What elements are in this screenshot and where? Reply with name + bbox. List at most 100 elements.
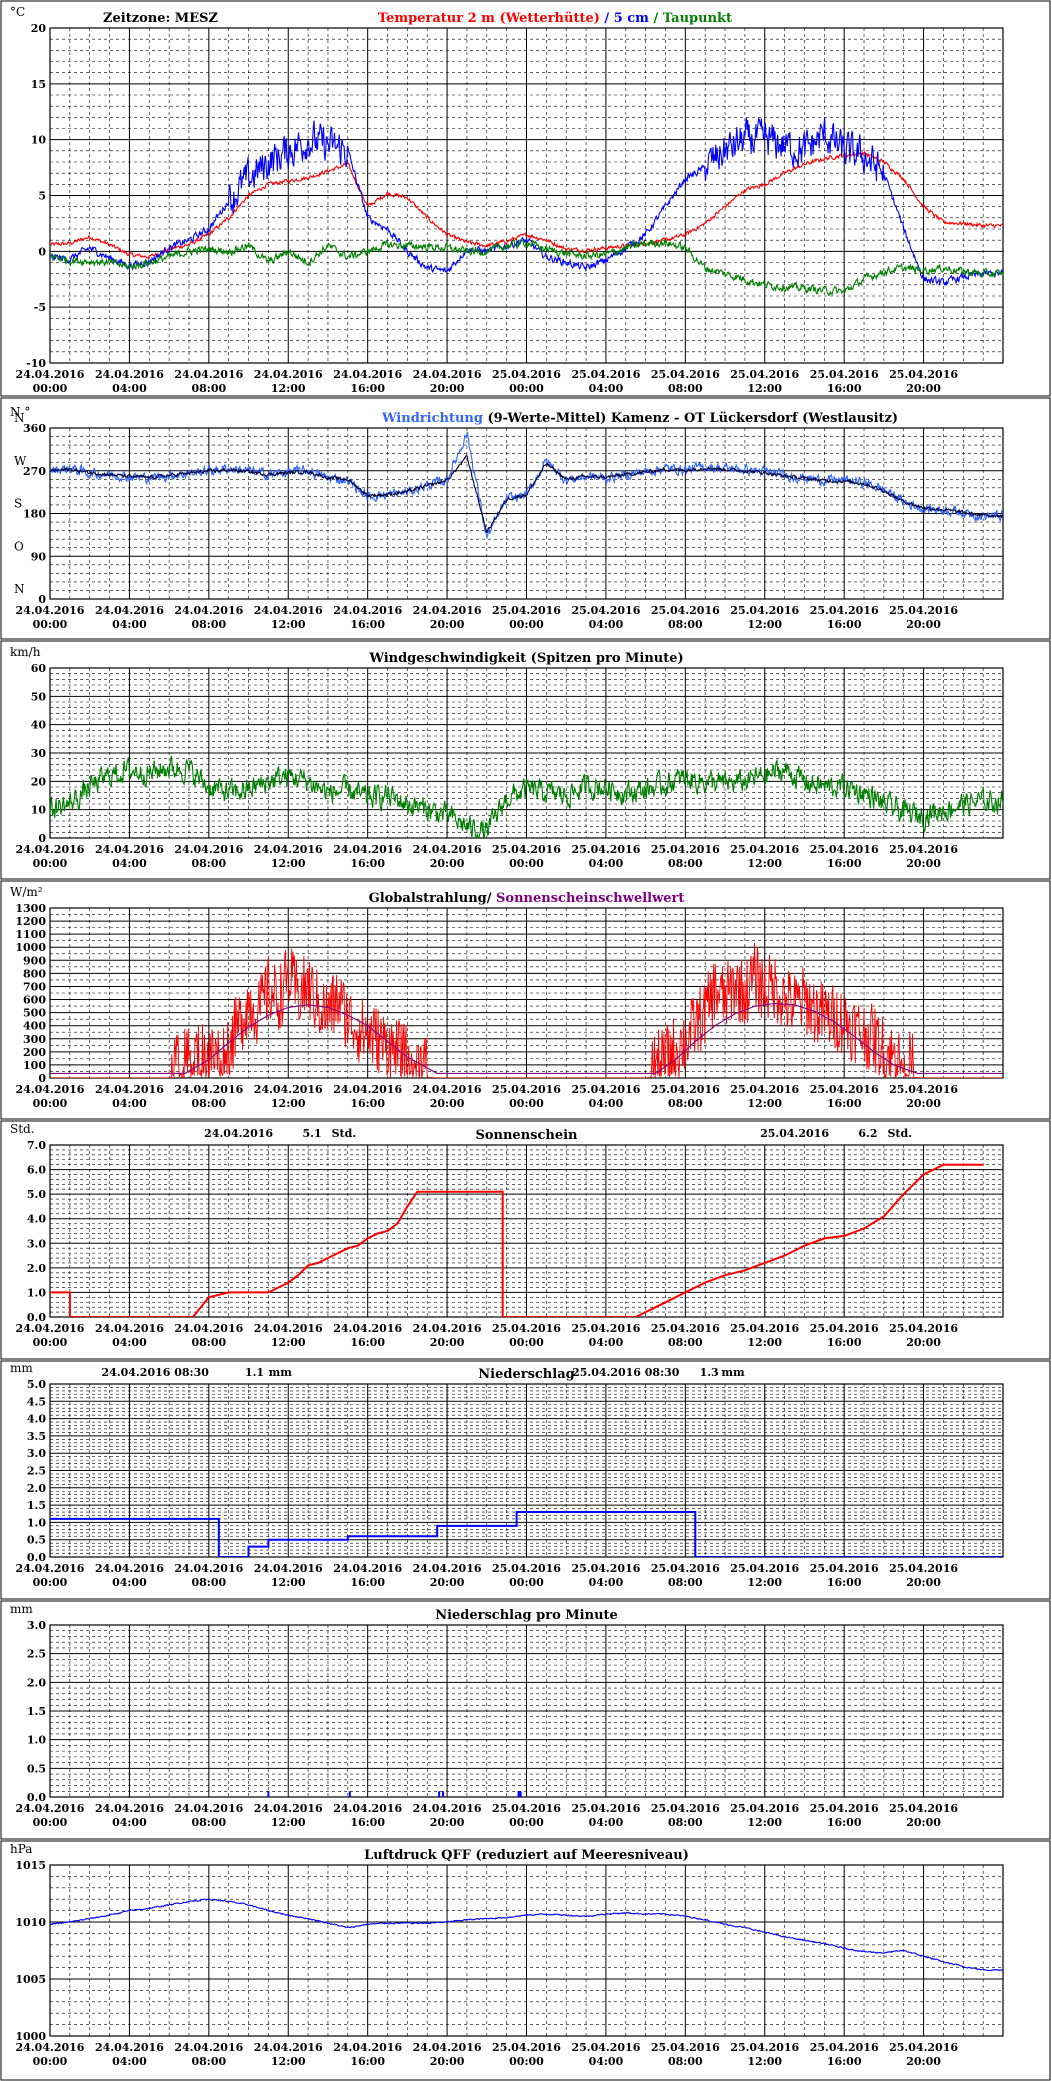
x-tick-time: 12:00 <box>747 2055 782 2068</box>
x-tick-date: 25.04.2016 <box>730 843 799 856</box>
panel-border <box>0 1360 1051 1600</box>
x-tick-date: 24.04.2016 <box>254 1083 323 1096</box>
x-tick-date: 24.04.2016 <box>254 368 323 381</box>
y-tick-label: 1015 <box>15 1859 46 1872</box>
y-tick-label: 1.0 <box>27 1734 46 1747</box>
panel-global_radiation: 0100200300400500600700800900100011001200… <box>0 880 1051 1120</box>
y-tick-label: 360 <box>23 422 46 435</box>
x-tick-time: 20:00 <box>906 1816 941 1829</box>
x-tick-date: 24.04.2016 <box>174 1802 243 1815</box>
y-tick-label: 1.5 <box>27 1499 46 1512</box>
info-value: 25.04.2016 <box>760 1127 829 1140</box>
x-tick-time: 12:00 <box>747 857 782 870</box>
y-tick-label: 2.0 <box>27 1676 46 1689</box>
x-tick-time: 00:00 <box>33 1097 68 1110</box>
panel-title: Luftdruck QFF (reduziert auf Meeresnivea… <box>364 1848 689 1863</box>
x-tick-time: 08:00 <box>668 1816 703 1829</box>
x-tick-time: 16:00 <box>350 1097 385 1110</box>
panel-title: Globalstrahlung/ Sonnenscheinschwellwert <box>369 891 685 906</box>
plot-frame <box>49 667 1004 839</box>
x-tick-time: 08:00 <box>668 1097 703 1110</box>
y-tick-label: 1200 <box>15 915 46 928</box>
y-tick-label: 5.0 <box>27 1188 46 1201</box>
x-tick-time: 04:00 <box>112 618 147 631</box>
x-tick-date: 24.04.2016 <box>16 1083 85 1096</box>
compass-label: N <box>14 411 25 425</box>
x-tick-date: 25.04.2016 <box>810 368 879 381</box>
panel-border <box>0 397 1051 640</box>
x-tick-time: 00:00 <box>509 1816 544 1829</box>
x-tick-time: 08:00 <box>191 1336 226 1349</box>
x-tick-date: 24.04.2016 <box>333 2041 402 2054</box>
y-tick-label: 0.5 <box>27 1762 46 1775</box>
unit-label: °C <box>10 5 25 19</box>
x-tick-date: 24.04.2016 <box>413 1562 482 1575</box>
x-tick-date: 24.04.2016 <box>413 1802 482 1815</box>
x-tick-time: 04:00 <box>112 2055 147 2068</box>
title-part: / <box>600 11 614 26</box>
x-tick-time: 16:00 <box>827 2055 862 2068</box>
compass-label: S <box>14 497 22 511</box>
x-tick-time: 16:00 <box>350 1336 385 1349</box>
title-part: / <box>487 891 496 906</box>
x-tick-date: 24.04.2016 <box>333 1562 402 1575</box>
x-tick-date: 25.04.2016 <box>492 1083 561 1096</box>
precip-minute-bar <box>348 1791 351 1797</box>
y-tick-label: 15 <box>31 78 46 91</box>
series-9-werte-mittel <box>50 454 1003 533</box>
title-part: Taupunkt <box>663 11 732 26</box>
y-tick-label: 10 <box>31 804 47 817</box>
y-tick-label: -10 <box>26 357 46 370</box>
x-tick-date: 24.04.2016 <box>333 368 402 381</box>
x-tick-time: 20:00 <box>906 1336 941 1349</box>
x-tick-date: 24.04.2016 <box>95 368 164 381</box>
x-tick-time: 20:00 <box>430 2055 465 2068</box>
series-group <box>50 1511 1003 1557</box>
y-tick-label: 3.5 <box>27 1430 46 1443</box>
y-tick-label: 3.0 <box>27 1447 46 1460</box>
x-tick-time: 16:00 <box>827 1576 862 1589</box>
x-tick-date: 24.04.2016 <box>16 368 85 381</box>
x-tick-date: 24.04.2016 <box>254 1322 323 1335</box>
x-tick-time: 00:00 <box>33 1816 68 1829</box>
x-tick-date: 24.04.2016 <box>16 604 85 617</box>
x-tick-date: 25.04.2016 <box>810 843 879 856</box>
x-tick-date: 25.04.2016 <box>651 368 720 381</box>
x-tick-date: 25.04.2016 <box>651 1802 720 1815</box>
x-tick-time: 08:00 <box>668 2055 703 2068</box>
x-tick-time: 00:00 <box>509 618 544 631</box>
x-tick-date: 24.04.2016 <box>333 843 402 856</box>
x-tick-time: 12:00 <box>271 1816 306 1829</box>
x-tick-date: 24.04.2016 <box>254 604 323 617</box>
x-tick-date: 24.04.2016 <box>95 1322 164 1335</box>
x-tick-date: 24.04.2016 <box>174 843 243 856</box>
x-tick-time: 16:00 <box>350 857 385 870</box>
x-tick-time: 20:00 <box>906 1576 941 1589</box>
x-tick-date: 25.04.2016 <box>889 1322 958 1335</box>
x-tick-time: 12:00 <box>271 2055 306 2068</box>
timezone-label: Zeitzone: MESZ <box>103 11 218 26</box>
y-tick-label: 60 <box>31 662 47 675</box>
y-tick-label: 0 <box>38 593 46 606</box>
x-tick-time: 00:00 <box>509 1576 544 1589</box>
y-tick-label: 180 <box>23 508 46 521</box>
x-tick-date: 24.04.2016 <box>16 1802 85 1815</box>
panel-precipitation_per_minute: 0.00.51.01.52.02.53.0mm24.04.201600:0024… <box>0 1600 1051 1840</box>
series-group <box>50 1163 984 1317</box>
series-luftdruck-qff <box>50 1898 1003 1972</box>
x-tick-time: 16:00 <box>827 1336 862 1349</box>
x-tick-time: 08:00 <box>191 618 226 631</box>
x-tick-date: 24.04.2016 <box>413 1083 482 1096</box>
title-part: Niederschlag pro Minute <box>435 1608 618 1623</box>
x-tick-date: 24.04.2016 <box>16 1562 85 1575</box>
panel-title: Niederschlag <box>478 1367 574 1382</box>
y-tick-label: 400 <box>23 1020 46 1033</box>
x-tick-date: 24.04.2016 <box>254 1562 323 1575</box>
x-tick-date: 24.04.2016 <box>16 2041 85 2054</box>
panel-border <box>0 1120 1051 1360</box>
x-tick-date: 24.04.2016 <box>254 2041 323 2054</box>
y-tick-label: 0 <box>38 832 46 845</box>
x-tick-date: 25.04.2016 <box>810 1083 879 1096</box>
series-windrichtung <box>50 431 1003 540</box>
x-tick-time: 04:00 <box>589 1816 624 1829</box>
